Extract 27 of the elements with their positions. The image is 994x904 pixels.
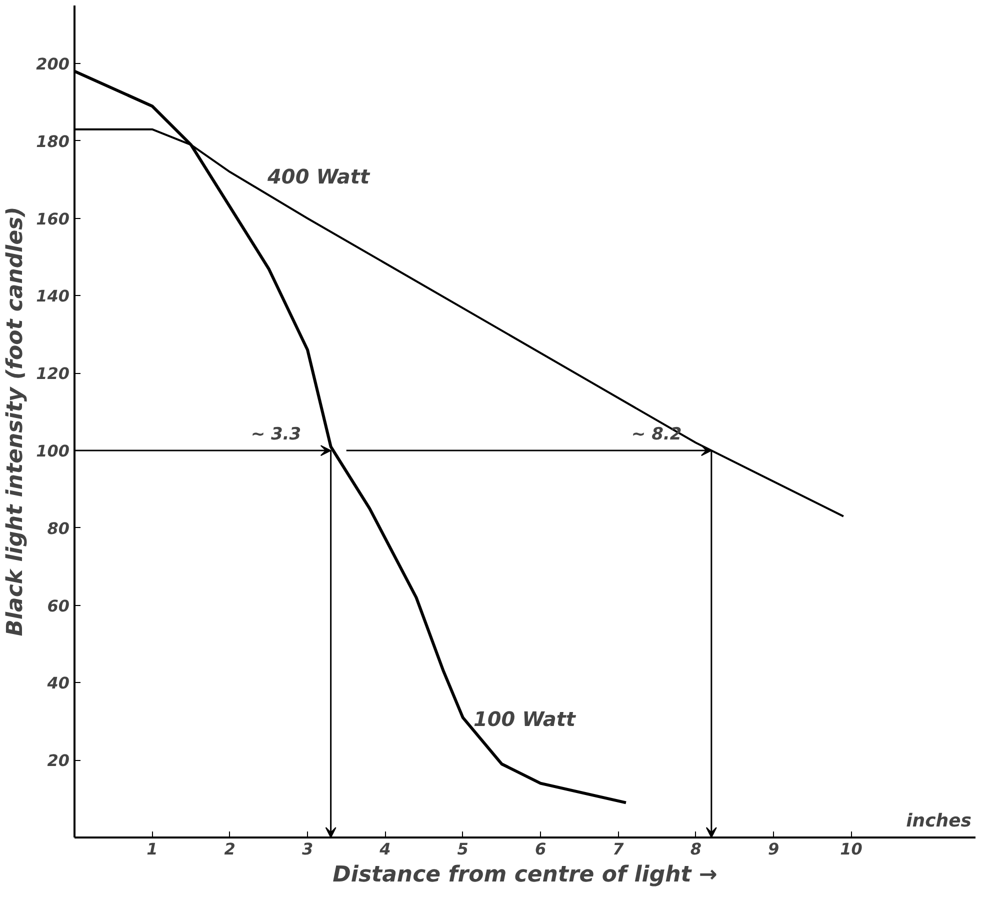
y-tick-label: 40 xyxy=(46,674,70,693)
y-tick-label: 180 xyxy=(36,132,70,151)
x-tick-label: 8 xyxy=(690,840,702,858)
y-tick-label: 20 xyxy=(47,751,70,770)
x-tick-label: 9 xyxy=(768,840,780,858)
y-axis-title: Black light intensity (foot candles) xyxy=(3,206,28,636)
x-tick-label: 2 xyxy=(224,840,236,858)
y-tick-label: 60 xyxy=(47,596,70,616)
series-label: 400 Watt xyxy=(266,164,371,188)
series-label: 100 Watt xyxy=(473,707,577,732)
x-tick-label: 10 xyxy=(840,840,862,858)
y-tick-label: 100 xyxy=(36,442,70,461)
y-tick-label: 160 xyxy=(36,209,70,228)
annotation: inches xyxy=(906,810,972,832)
annotation: ~ 8.2 xyxy=(631,424,682,445)
x-tick-label: 6 xyxy=(534,840,546,858)
y-tick-label: 120 xyxy=(36,364,70,384)
x-axis-title: Distance from centre of light → xyxy=(332,862,718,888)
annotation: ~ 3.3 xyxy=(250,424,302,445)
y-tick-label: 80 xyxy=(47,518,70,538)
x-tick-label: 7 xyxy=(612,840,625,858)
x-tick-label: 4 xyxy=(378,840,391,858)
x-tick-label: 1 xyxy=(146,840,158,858)
y-tick-label: 140 xyxy=(36,286,70,306)
x-tick-label: 3 xyxy=(302,840,314,858)
x-tick-label: 5 xyxy=(457,840,468,858)
y-tick-label: 200 xyxy=(36,54,70,74)
